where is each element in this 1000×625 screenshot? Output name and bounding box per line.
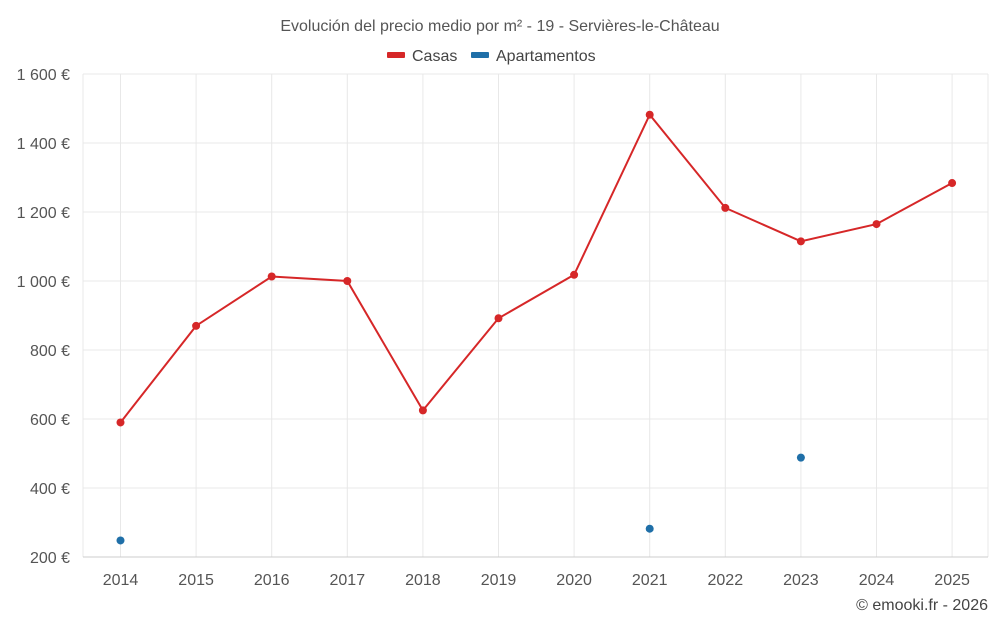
- x-tick-label: 2020: [556, 572, 592, 589]
- data-point-casas: [721, 203, 730, 212]
- data-point-casas: [645, 110, 654, 119]
- data-point-apartamentos: [645, 524, 654, 533]
- series: [116, 110, 957, 545]
- data-point-casas: [872, 220, 881, 229]
- x-tick-label: 2014: [103, 572, 139, 589]
- legend-label-casas: Casas: [412, 48, 457, 65]
- x-tick-label: 2023: [783, 572, 819, 589]
- series-line-casas: [119, 112, 953, 424]
- data-point-casas: [494, 314, 503, 323]
- x-tick-label: 2018: [405, 572, 441, 589]
- x-tick-label: 2025: [934, 572, 970, 589]
- x-tick-label: 2016: [254, 572, 290, 589]
- y-tick-label: 1 400 €: [17, 136, 70, 153]
- x-tick-label: 2019: [481, 572, 517, 589]
- series-apartamentos: [116, 453, 805, 545]
- axes: 200 € 400 € 600 € 800 € 1 000 € 1 200 € 1 400 …: [17, 67, 988, 589]
- data-point-casas: [796, 237, 805, 246]
- data-point-casas: [116, 418, 125, 427]
- y-tick-label: 800 €: [30, 343, 70, 360]
- x-tick-label: 2017: [330, 572, 366, 589]
- data-point-casas: [267, 272, 276, 281]
- data-point-apartamentos: [116, 536, 125, 545]
- chart-title: Evolución del precio medio por m² - 19 -…: [280, 18, 719, 35]
- x-tick-label: 2024: [859, 572, 895, 589]
- series-casas: [116, 110, 957, 427]
- y-tick-label: 1 200 €: [17, 205, 70, 222]
- data-point-casas: [343, 277, 352, 285]
- legend-swatch-casas: [387, 52, 405, 58]
- data-point-casas: [192, 321, 201, 330]
- y-tick-label: 400 €: [30, 481, 70, 498]
- data-point-casas: [570, 270, 579, 279]
- data-point-casas: [418, 406, 427, 415]
- x-tick-label: 2015: [178, 572, 214, 589]
- y-tick-label: 200 €: [30, 550, 70, 567]
- legend-swatch-apartamentos: [471, 52, 489, 58]
- data-point-casas: [948, 179, 957, 188]
- y-tick-label: 600 €: [30, 412, 70, 429]
- x-tick-label: 2022: [708, 572, 744, 589]
- legend-label-apartamentos: Apartamentos: [496, 48, 596, 65]
- y-tick-label: 1 600 €: [17, 67, 70, 84]
- x-tick-label: 2021: [632, 572, 668, 589]
- y-tick-label: 1 000 €: [17, 274, 70, 291]
- grid: [82, 73, 989, 557]
- credit-text: © emooki.fr - 2026: [856, 597, 988, 614]
- data-point-apartamentos: [796, 453, 805, 462]
- legend: Casas Apartamentos: [387, 48, 596, 65]
